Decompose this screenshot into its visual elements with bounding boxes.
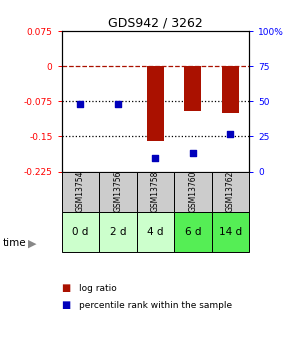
Point: [115, 101, 120, 107]
Point: [228, 131, 233, 136]
Bar: [137, 171, 174, 212]
Bar: [99, 212, 137, 252]
Point: [190, 150, 195, 156]
Point: [153, 155, 158, 160]
Text: 6 d: 6 d: [185, 227, 201, 237]
Text: percentile rank within the sample: percentile rank within the sample: [79, 301, 232, 310]
Bar: [174, 212, 212, 252]
Text: GSM13756: GSM13756: [113, 171, 122, 213]
Text: 4 d: 4 d: [147, 227, 163, 237]
Bar: [62, 171, 99, 212]
Bar: [222, 66, 239, 113]
Text: 0 d: 0 d: [72, 227, 88, 237]
Bar: [62, 212, 99, 252]
Text: GSM13754: GSM13754: [76, 171, 85, 213]
Bar: [137, 212, 174, 252]
Bar: [184, 66, 201, 111]
Text: log ratio: log ratio: [79, 284, 117, 293]
Text: GSM13760: GSM13760: [188, 171, 197, 213]
Point: [78, 101, 83, 107]
Bar: [99, 171, 137, 212]
Title: GDS942 / 3262: GDS942 / 3262: [108, 17, 203, 30]
Text: ▶: ▶: [28, 239, 36, 249]
Text: 2 d: 2 d: [110, 227, 126, 237]
Bar: [212, 171, 249, 212]
Text: GSM13762: GSM13762: [226, 171, 235, 212]
Text: ■: ■: [62, 283, 71, 293]
Text: time: time: [3, 238, 27, 248]
Text: ■: ■: [62, 300, 71, 310]
Bar: [174, 171, 212, 212]
Text: GSM13758: GSM13758: [151, 171, 160, 212]
Bar: [212, 212, 249, 252]
Bar: [147, 66, 164, 141]
Text: 14 d: 14 d: [219, 227, 242, 237]
